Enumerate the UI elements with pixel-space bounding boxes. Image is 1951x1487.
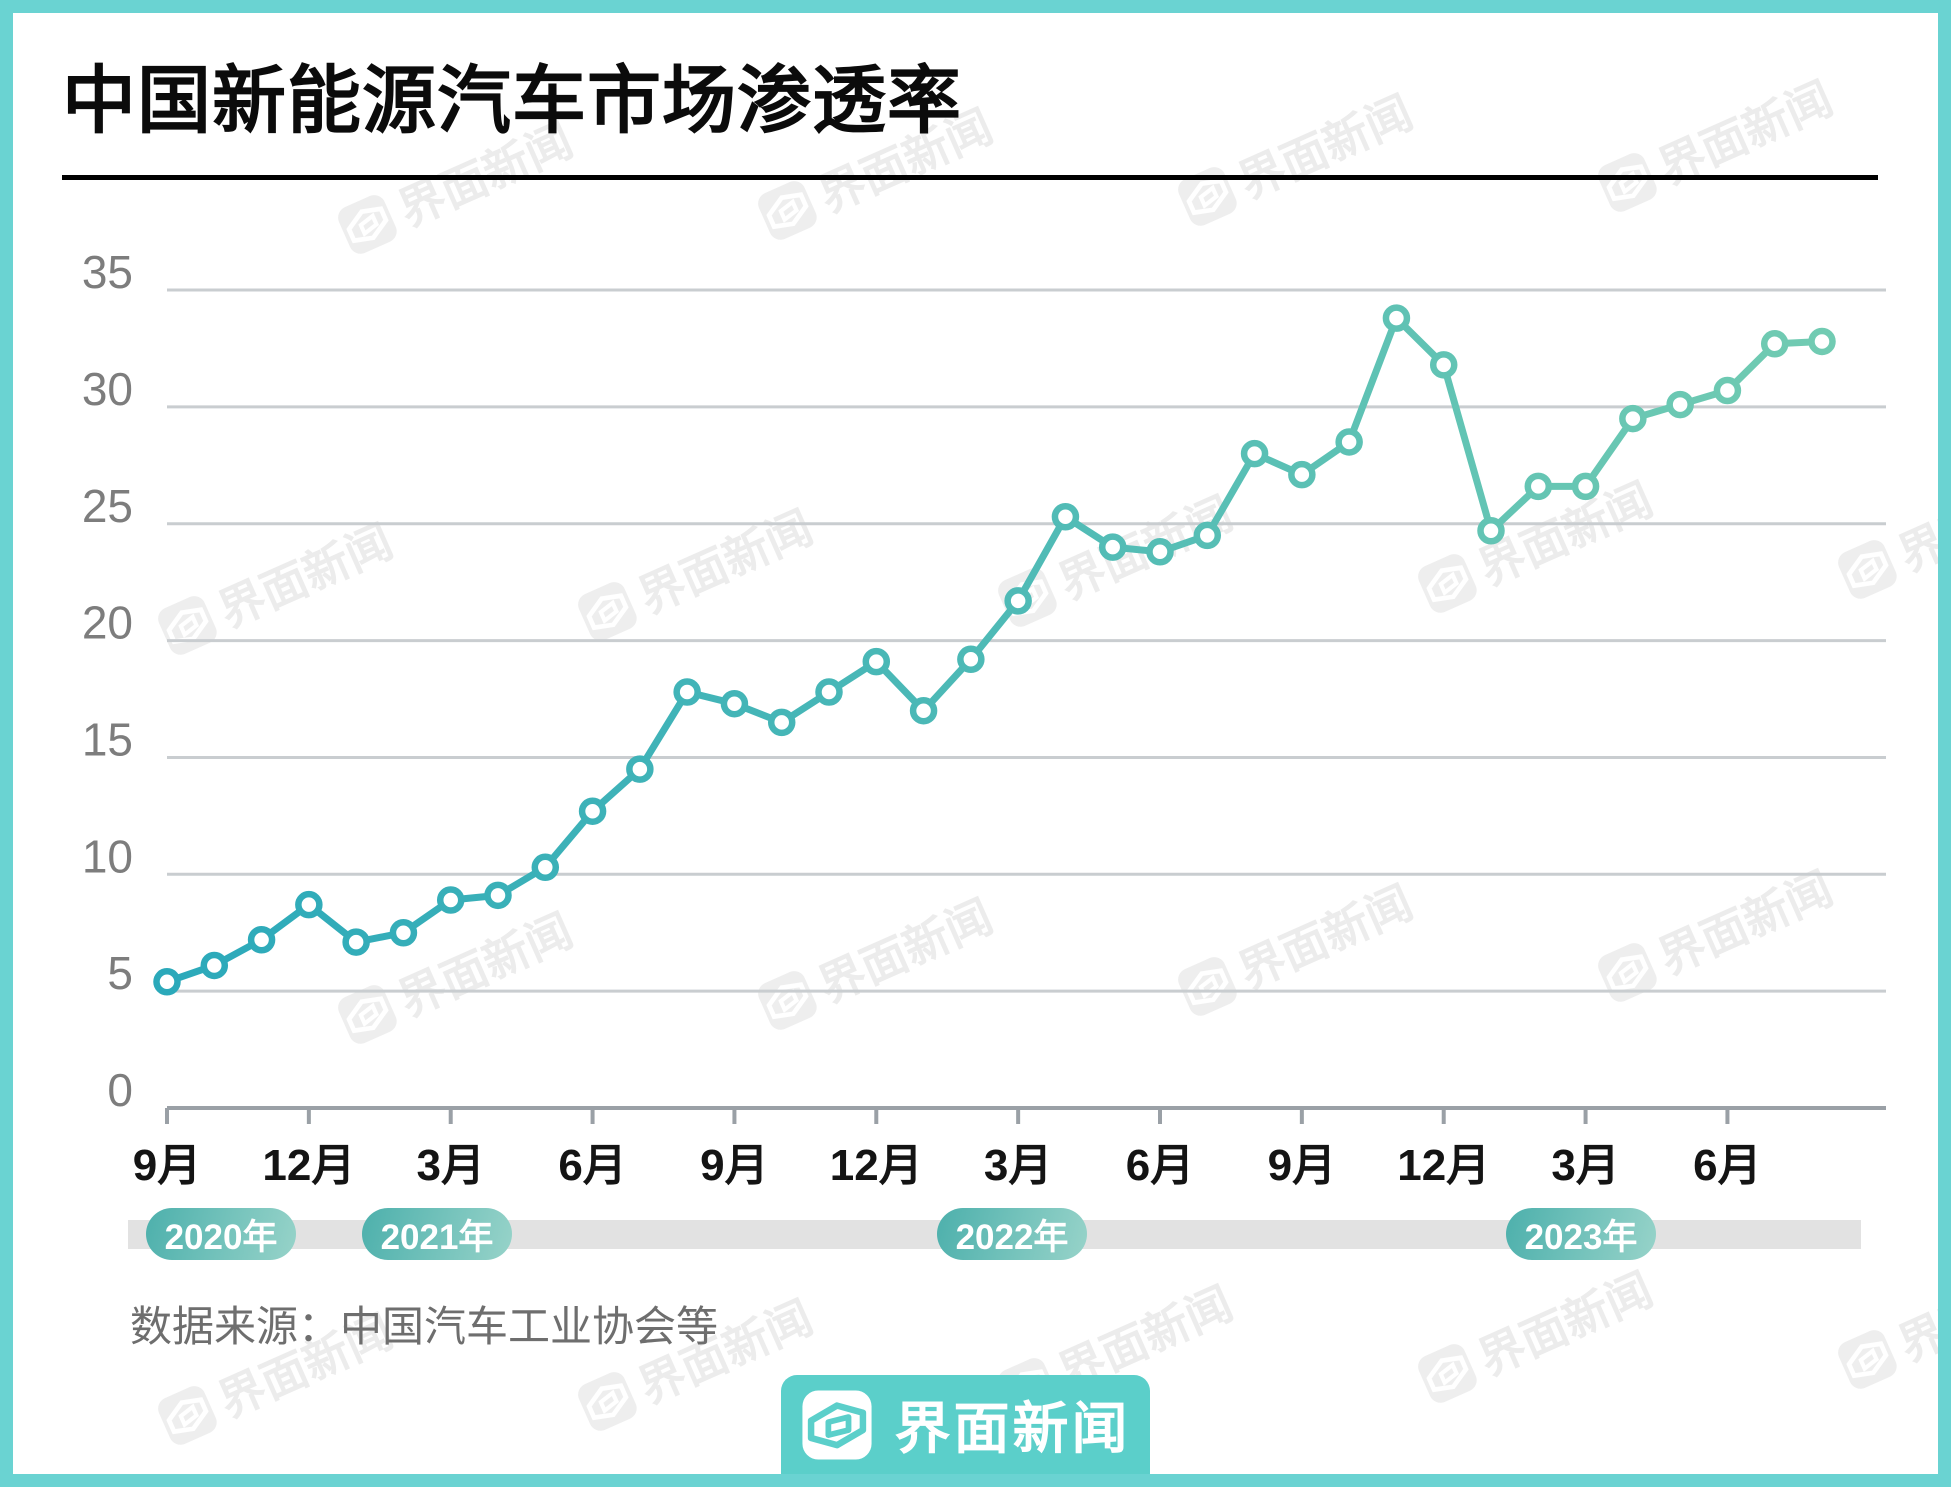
year-pill-2020: 2020年 <box>146 1208 296 1260</box>
footer-brand-text: 界面新闻 <box>894 1397 1131 1460</box>
jiemian-news-icon <box>801 1389 872 1460</box>
year-pill-2021: 2021年 <box>362 1208 512 1260</box>
svg-text:12月: 12月 <box>1397 1141 1490 1190</box>
svg-text:35: 35 <box>82 246 133 298</box>
svg-text:10: 10 <box>82 830 133 882</box>
svg-text:12月: 12月 <box>830 1141 923 1190</box>
nev-penetration-line-chart: 0 5 10 15 20 25 30 35 9月 12月 3月 6月 9月 12月 3月 6月 9月 12月 3月 6… <box>82 246 1886 1190</box>
jiemian-footer-logo: 界面新闻 <box>781 1375 1150 1474</box>
svg-text:9月: 9月 <box>133 1141 201 1190</box>
svg-text:0: 0 <box>107 1064 133 1116</box>
data-source-note: 数据来源：中国汽车工业协会等 <box>130 1303 719 1350</box>
svg-text:5: 5 <box>107 947 133 999</box>
svg-text:3月: 3月 <box>1551 1141 1619 1190</box>
svg-text:6月: 6月 <box>1126 1141 1194 1190</box>
svg-text:6月: 6月 <box>1693 1141 1761 1190</box>
svg-text:3月: 3月 <box>984 1141 1052 1190</box>
title-underline <box>62 175 1878 180</box>
page-title: 中国新能源汽车市场渗透率 <box>62 59 962 142</box>
svg-text:25: 25 <box>82 480 133 532</box>
year-pill-2022: 2022年 <box>937 1208 1087 1260</box>
svg-text:9月: 9月 <box>700 1141 768 1190</box>
page-background: 界面新闻 界面新闻 界面新闻 界面新闻 界面新闻 界面新闻 界面新闻 界面新闻 界面新闻 界面新闻… <box>13 13 1938 1474</box>
svg-text:3月: 3月 <box>416 1141 484 1190</box>
svg-text:6月: 6月 <box>558 1141 626 1190</box>
svg-text:9月: 9月 <box>1268 1141 1336 1190</box>
svg-text:30: 30 <box>82 363 133 415</box>
svg-text:15: 15 <box>82 713 133 765</box>
svg-text:20: 20 <box>82 597 133 649</box>
svg-text:12月: 12月 <box>262 1141 355 1190</box>
year-pill-2023: 2023年 <box>1506 1208 1656 1260</box>
